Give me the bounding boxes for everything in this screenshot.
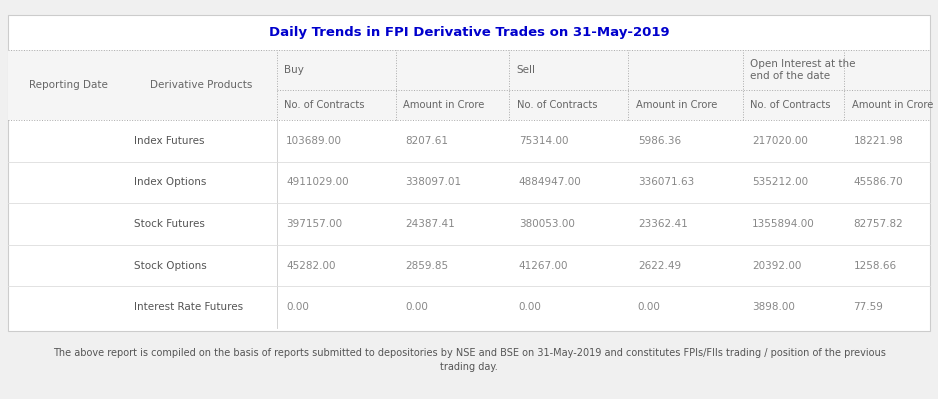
Text: 336071.63: 336071.63 [638,178,694,188]
Text: Index Futures: Index Futures [134,136,204,146]
Text: 2859.85: 2859.85 [405,261,448,271]
Text: 82757.82: 82757.82 [854,219,903,229]
Text: Amount in Crore: Amount in Crore [852,100,933,110]
Text: 2622.49: 2622.49 [638,261,681,271]
Text: 77.59: 77.59 [854,302,884,312]
Text: 75314.00: 75314.00 [519,136,568,146]
Text: Index Options: Index Options [134,178,206,188]
Text: Stock Options: Stock Options [134,261,207,271]
Text: 8207.61: 8207.61 [405,136,448,146]
Text: 24387.41: 24387.41 [405,219,455,229]
Text: 18221.98: 18221.98 [854,136,903,146]
Text: 4911029.00: 4911029.00 [286,178,349,188]
Text: 5986.36: 5986.36 [638,136,681,146]
Text: 0.00: 0.00 [405,302,428,312]
Text: No. of Contracts: No. of Contracts [284,100,365,110]
Text: Buy: Buy [284,65,304,75]
Text: 380053.00: 380053.00 [519,219,575,229]
Text: Reporting Date: Reporting Date [28,80,108,90]
Text: 1355894.00: 1355894.00 [752,219,815,229]
Text: Interest Rate Futures: Interest Rate Futures [134,302,243,312]
Text: 397157.00: 397157.00 [286,219,342,229]
Text: Stock Futures: Stock Futures [134,219,205,229]
Text: Amount in Crore: Amount in Crore [636,100,718,110]
Text: The above report is compiled on the basis of reports submitted to depositories b: The above report is compiled on the basi… [53,348,885,372]
Text: No. of Contracts: No. of Contracts [750,100,831,110]
Text: 41267.00: 41267.00 [519,261,568,271]
Text: Sell: Sell [517,65,536,75]
Text: 20392.00: 20392.00 [752,261,802,271]
Text: 1258.66: 1258.66 [854,261,897,271]
Text: 45586.70: 45586.70 [854,178,903,188]
Text: No. of Contracts: No. of Contracts [517,100,598,110]
Text: 217020.00: 217020.00 [752,136,809,146]
Text: 0.00: 0.00 [286,302,309,312]
Bar [8,50,930,120]
Text: 103689.00: 103689.00 [286,136,342,146]
Text: Open Interest at the
end of the date: Open Interest at the end of the date [750,59,855,81]
Text: Amount in Crore: Amount in Crore [403,100,485,110]
Text: 45282.00: 45282.00 [286,261,336,271]
Text: 3898.00: 3898.00 [752,302,795,312]
Text: Daily Trends in FPI Derivative Trades on 31-May-2019: Daily Trends in FPI Derivative Trades on… [268,26,670,39]
Text: 535212.00: 535212.00 [752,178,809,188]
Text: Derivative Products: Derivative Products [149,80,252,90]
Text: 4884947.00: 4884947.00 [519,178,582,188]
Text: 338097.01: 338097.01 [405,178,461,188]
Bar [8,15,930,331]
Text: 23362.41: 23362.41 [638,219,688,229]
Text: 0.00: 0.00 [519,302,541,312]
Text: 0.00: 0.00 [638,302,660,312]
